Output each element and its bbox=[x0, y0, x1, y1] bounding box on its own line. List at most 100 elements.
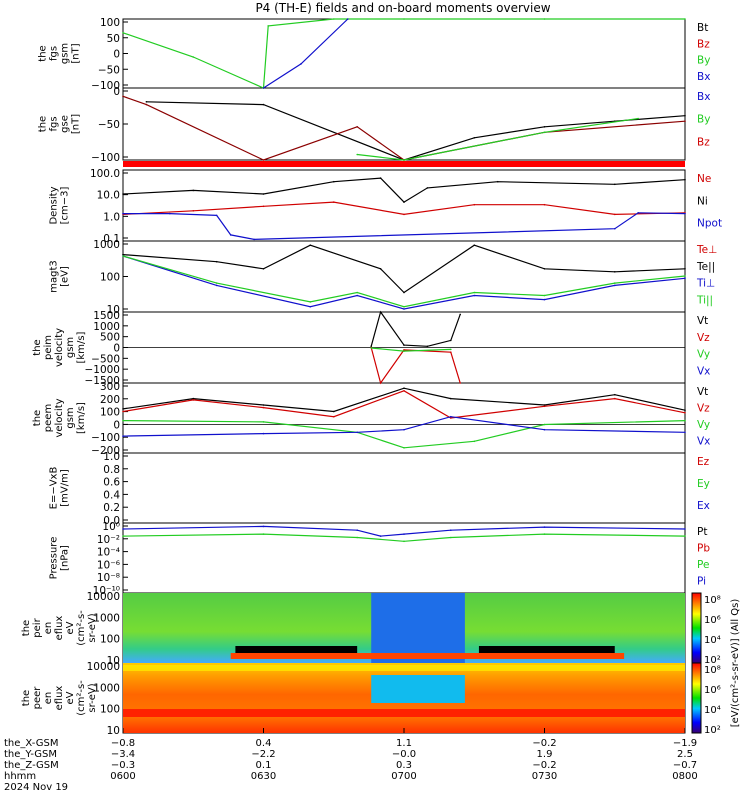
series-point-Vt bbox=[403, 387, 405, 390]
xaxis-value: −0.3 bbox=[111, 760, 135, 771]
series-fgs-By bbox=[122, 18, 685, 89]
series-point-Vt bbox=[543, 404, 546, 406]
peem_v-ylabel-line: [km/s] bbox=[76, 402, 87, 434]
peer-ylabel-line: sr-eV) bbox=[87, 683, 98, 712]
peir-ylabel-line: the bbox=[21, 620, 32, 636]
peir-inner-region bbox=[371, 593, 465, 663]
series-point-Pt bbox=[684, 528, 686, 530]
series-point-Bz bbox=[145, 103, 148, 106]
efield-ytick: 0.2 bbox=[103, 502, 120, 514]
series-point-Ti⊥ bbox=[403, 308, 405, 310]
fgs_gsm-legend-Bz: Bz bbox=[697, 38, 710, 50]
series-point-Ti|| bbox=[543, 294, 546, 297]
density-frame bbox=[122, 169, 686, 242]
series-point-Pt bbox=[122, 528, 124, 530]
xaxis-value: 0730 bbox=[532, 771, 557, 782]
colorbar-tick: 10⁸ bbox=[704, 665, 721, 676]
fgs_gse-ytick: −100 bbox=[91, 152, 120, 164]
fgs_gse-ylabel-line: the bbox=[38, 116, 49, 132]
xaxis-value: −0.2 bbox=[532, 738, 556, 749]
series-point-Ni bbox=[262, 193, 265, 195]
series-point-Ne bbox=[262, 205, 265, 208]
xaxis-value: −0.2 bbox=[532, 760, 556, 771]
fgs_gsm-ytick: 100 bbox=[100, 17, 120, 29]
series-point-Vt bbox=[333, 410, 335, 413]
series-point-Vt bbox=[262, 404, 265, 406]
series-point-Vx bbox=[684, 431, 686, 434]
series-density-Npot bbox=[123, 212, 686, 241]
peer-ylabel-line: peer bbox=[32, 686, 43, 710]
efield-ytick: 0.6 bbox=[103, 477, 120, 489]
series-point-Pt bbox=[450, 529, 452, 531]
separator-bar bbox=[123, 161, 685, 167]
xaxis-value: 0600 bbox=[110, 771, 135, 782]
pressure-ylabel-line: [nPa] bbox=[60, 545, 71, 571]
series-point-Vy bbox=[262, 421, 265, 423]
series-point-Npot bbox=[614, 227, 616, 230]
efield-ylabel-line: E=−VxB bbox=[49, 467, 60, 510]
series-point-Npot bbox=[684, 212, 686, 215]
series-point-Bx bbox=[262, 87, 265, 89]
fgs_gsm-legend-Bx: Bx bbox=[697, 71, 710, 83]
pressure-ytick: 10⁻⁶ bbox=[97, 559, 120, 571]
pressure-ytick: 10⁻⁴ bbox=[97, 547, 120, 559]
peir-ytick: 100 bbox=[100, 634, 120, 646]
pressure-ytick: 10⁻⁸ bbox=[97, 572, 120, 584]
density-ytick: 100.0 bbox=[90, 168, 120, 180]
series-point-Vx bbox=[262, 432, 265, 435]
efield-ytick: 0.4 bbox=[103, 489, 120, 501]
fgs_gse-ylabel-line: gse bbox=[60, 115, 71, 133]
series-point-Ti⊥ bbox=[543, 298, 546, 301]
series-point-By bbox=[267, 25, 270, 27]
series-point-By bbox=[403, 159, 405, 161]
series-point-Bt bbox=[543, 126, 546, 128]
series-point-Npot bbox=[229, 234, 232, 236]
series-point-Bt bbox=[262, 103, 265, 106]
series-point-Vy bbox=[473, 440, 476, 443]
series-point-Ti⊥ bbox=[684, 277, 686, 280]
series-point-Pe bbox=[356, 536, 359, 539]
series-point-Vz bbox=[543, 405, 546, 408]
xaxis-value: −0.7 bbox=[673, 760, 697, 771]
peem_v-ylabel-line: gsm bbox=[65, 407, 76, 428]
peim_v-legend-Vy: Vy bbox=[697, 349, 710, 361]
series-point-Vz bbox=[450, 351, 452, 354]
series-point-Vx bbox=[543, 428, 546, 431]
series-point-Ni bbox=[496, 180, 499, 183]
temp-legend-Te||: Te|| bbox=[696, 261, 715, 273]
series-point-By bbox=[356, 153, 359, 156]
fgs_gsm-ylabel-line: fgs bbox=[49, 46, 60, 61]
peir-ytick: 1000 bbox=[93, 612, 120, 624]
peim_v-ylabel-line: gsm bbox=[65, 337, 76, 358]
series-point-Ti|| bbox=[684, 275, 686, 277]
xaxis-value: 0800 bbox=[672, 771, 697, 782]
series-point-Vt bbox=[379, 311, 382, 313]
series-point-Ti|| bbox=[356, 291, 359, 294]
series-point-Ti⊥ bbox=[473, 294, 476, 297]
series-point-Npot bbox=[169, 212, 171, 215]
colorbar-tick: 10⁶ bbox=[704, 685, 721, 696]
series-peim-Vy bbox=[371, 347, 451, 352]
series-point-Ti|| bbox=[473, 291, 476, 294]
series-point-Bt bbox=[684, 114, 686, 117]
series-point-Vz bbox=[333, 415, 335, 418]
series-point-Npot bbox=[637, 212, 639, 214]
fgs_gsm-ylabel-line: [nT] bbox=[71, 43, 82, 63]
series-pressure-Pt bbox=[122, 525, 686, 537]
xaxis-value: −2.2 bbox=[251, 749, 275, 760]
peim_v-ylabel-line: the bbox=[32, 339, 43, 355]
series-density-Ne bbox=[122, 201, 686, 216]
peem_v-ytick: −200 bbox=[91, 445, 120, 457]
series-point-By bbox=[543, 18, 546, 20]
series-fgs-Bt bbox=[146, 101, 686, 161]
pressure-ytick: 10⁻² bbox=[97, 534, 120, 546]
colorbar-1 bbox=[691, 662, 702, 734]
series-point-By bbox=[333, 18, 335, 20]
peim_v-ytick: −500 bbox=[91, 353, 120, 365]
series-point-Vz bbox=[459, 382, 462, 384]
series-peim-Vt bbox=[370, 310, 461, 347]
series-point-Te|| bbox=[122, 253, 124, 256]
series-point-Vz bbox=[192, 399, 195, 401]
series-point-Ni bbox=[333, 180, 335, 183]
